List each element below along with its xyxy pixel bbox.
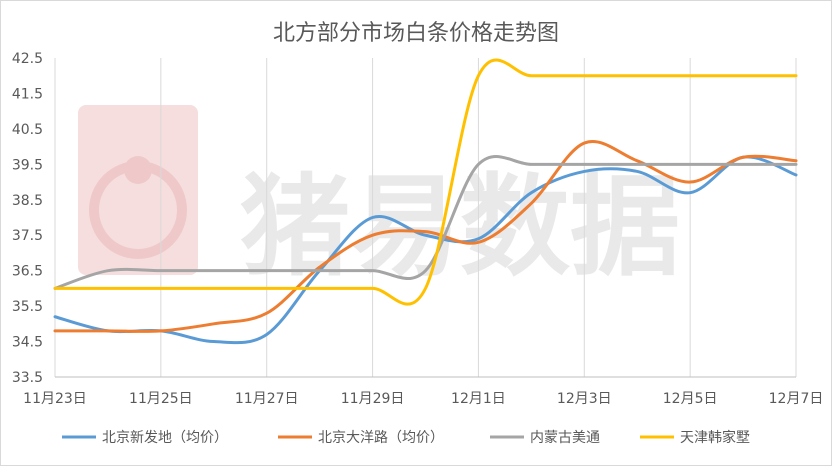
x-tick-label: 11月23日	[23, 391, 87, 407]
watermark-logo-box	[78, 105, 198, 275]
series-line-0	[53, 155, 798, 345]
chart-title: 北方部分市场白条价格走势图	[273, 21, 559, 46]
y-tick-label: 36.5	[12, 264, 43, 280]
y-tick-label: 39.5	[12, 157, 43, 173]
x-tick-label: 12月3日	[557, 391, 612, 407]
watermark-logo-dot	[124, 156, 152, 184]
x-tick-label: 11月25日	[129, 391, 193, 407]
legend-label-3: 天津韩家墅	[680, 429, 750, 446]
y-tick-label: 41.5	[12, 86, 43, 102]
legend: 北京新发地（均价） 北京大洋路（均价） 内蒙古美通 天津韩家墅	[62, 429, 750, 446]
y-tick-label: 40.5	[12, 122, 43, 138]
y-tick-label: 42.5	[12, 51, 43, 67]
y-tick-label: 35.5	[12, 299, 43, 315]
legend-label-2: 内蒙古美通	[530, 430, 600, 446]
watermark: 猪易数据	[78, 105, 680, 291]
y-axis: 33.5 34.5 35.5 36.5 37.5 38.5 39.5 40.5 41.5 42.5	[12, 51, 43, 386]
series-line-3	[53, 58, 798, 306]
x-tick-label: 11月27日	[235, 391, 299, 407]
x-tick-label: 12月1日	[451, 391, 506, 407]
x-axis: 11月23日 11月25日 11月27日 11月29日 12月1日 12月3日 12月5日 1…	[23, 391, 823, 407]
series-line-1	[53, 140, 798, 333]
y-tick-label: 37.5	[12, 228, 43, 244]
legend-label-0: 北京新发地（均价）	[102, 430, 228, 446]
y-tick-label: 38.5	[12, 193, 43, 209]
series-line-2	[53, 154, 798, 290]
x-tick-label: 12月7日	[769, 391, 824, 407]
y-tick-label: 34.5	[12, 335, 43, 351]
y-tick-label: 33.5	[12, 370, 43, 386]
legend-label-1: 北京大洋路（均价）	[318, 430, 444, 446]
series-group	[53, 58, 798, 345]
x-tick-label: 11月29日	[341, 391, 405, 407]
x-tick-label: 12月5日	[663, 391, 718, 407]
